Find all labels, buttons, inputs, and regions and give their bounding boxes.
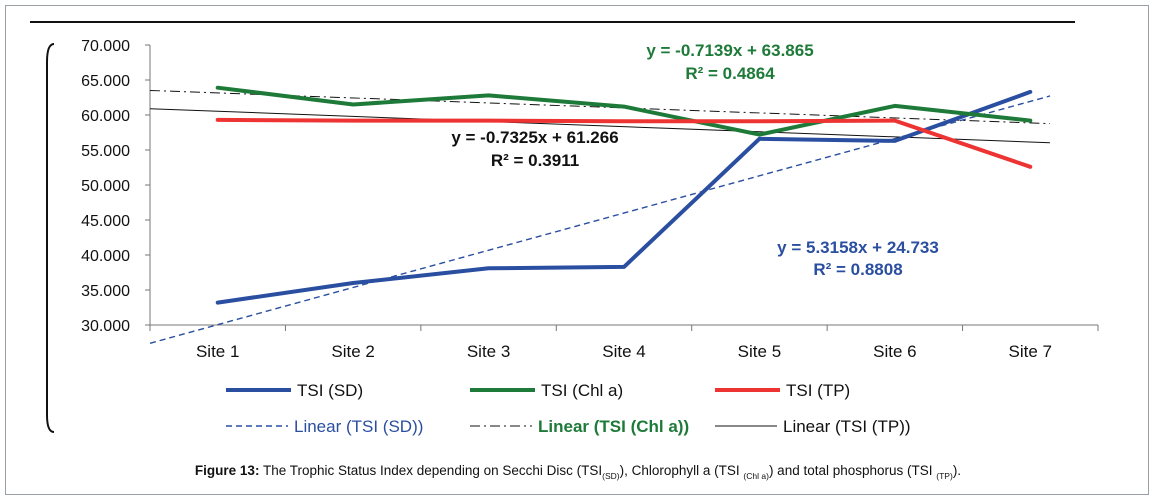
caption-sub-3: (TP)	[936, 471, 953, 481]
y-tick-label: 65.000	[81, 73, 130, 90]
caption-text-1: The Trophic Status Index depending on Se…	[259, 463, 603, 478]
caption-sub-1: (SD)	[602, 471, 620, 481]
trendline-r2: R² = 0.4864	[685, 64, 775, 83]
x-tick-label: Site 6	[873, 342, 916, 361]
y-tick-label: 60.000	[81, 108, 130, 125]
legend-label: TSI (Chl a)	[541, 381, 623, 400]
x-tick-label: Site 5	[738, 342, 781, 361]
legend-label: Linear (TSI (SD))	[294, 417, 423, 436]
series-line	[215, 117, 1033, 169]
caption-text-4: ).	[952, 463, 962, 478]
figure-frame	[5, 5, 1149, 495]
trendline-r2: R² = 0.8808	[813, 260, 902, 279]
legend-label: Linear (TSI (Chl a))	[538, 417, 689, 436]
y-tick-label: 45.000	[81, 213, 130, 230]
series-line	[215, 89, 1033, 305]
x-tick-label: Site 3	[467, 342, 510, 361]
chart-axes: 30.000 35.000 40.000 45.000 50.000 55.000 60.0…	[81, 38, 1099, 361]
x-tick-label: Site 1	[196, 342, 239, 361]
trendline-equations: y = 5.3158x + 24.733 R² = 0.8808 y = -0.71…	[451, 41, 938, 279]
caption-sub-2: (Chl a)	[743, 471, 769, 481]
legend-label: TSI (TP)	[786, 381, 850, 400]
x-tick-label: Site 7	[1009, 342, 1052, 361]
legend: TSI (SD) TSI (Chl a) TSI (TP) Linear (TSI (…	[226, 381, 911, 436]
x-tick-label: Site 2	[331, 342, 374, 361]
left-bracket	[46, 43, 55, 433]
x-tick-label: Site 4	[602, 342, 645, 361]
trendline-r2: R² = 0.3911	[491, 151, 579, 170]
y-tick-label: 70.000	[81, 38, 130, 55]
figure-caption: Figure 13: The Trophic Status Index depe…	[0, 463, 1156, 481]
trendline	[149, 95, 1051, 344]
legend-label: Linear (TSI (TP))	[783, 417, 911, 436]
caption-label: Figure 13:	[194, 463, 260, 478]
trendline-equation: y = -0.7325x + 61.266	[451, 128, 618, 147]
caption-text-3: ) and total phosphorus (TSI	[768, 463, 937, 478]
series-lines	[215, 85, 1033, 305]
legend-label: TSI (SD)	[297, 381, 363, 400]
trendline-equation: y = -0.7139x + 63.865	[646, 41, 813, 60]
series-line	[215, 85, 1033, 137]
y-tick-label: 30.000	[81, 318, 130, 335]
y-tick-label: 50.000	[81, 178, 130, 195]
chart-decorations	[30, 21, 1075, 433]
caption-text-2: ), Chlorophyll a (TSI	[619, 463, 744, 478]
y-tick-label: 35.000	[81, 283, 130, 300]
trendline-equation: y = 5.3158x + 24.733	[777, 238, 939, 257]
y-tick-label: 40.000	[81, 248, 130, 265]
y-tick-label: 55.000	[81, 143, 130, 160]
